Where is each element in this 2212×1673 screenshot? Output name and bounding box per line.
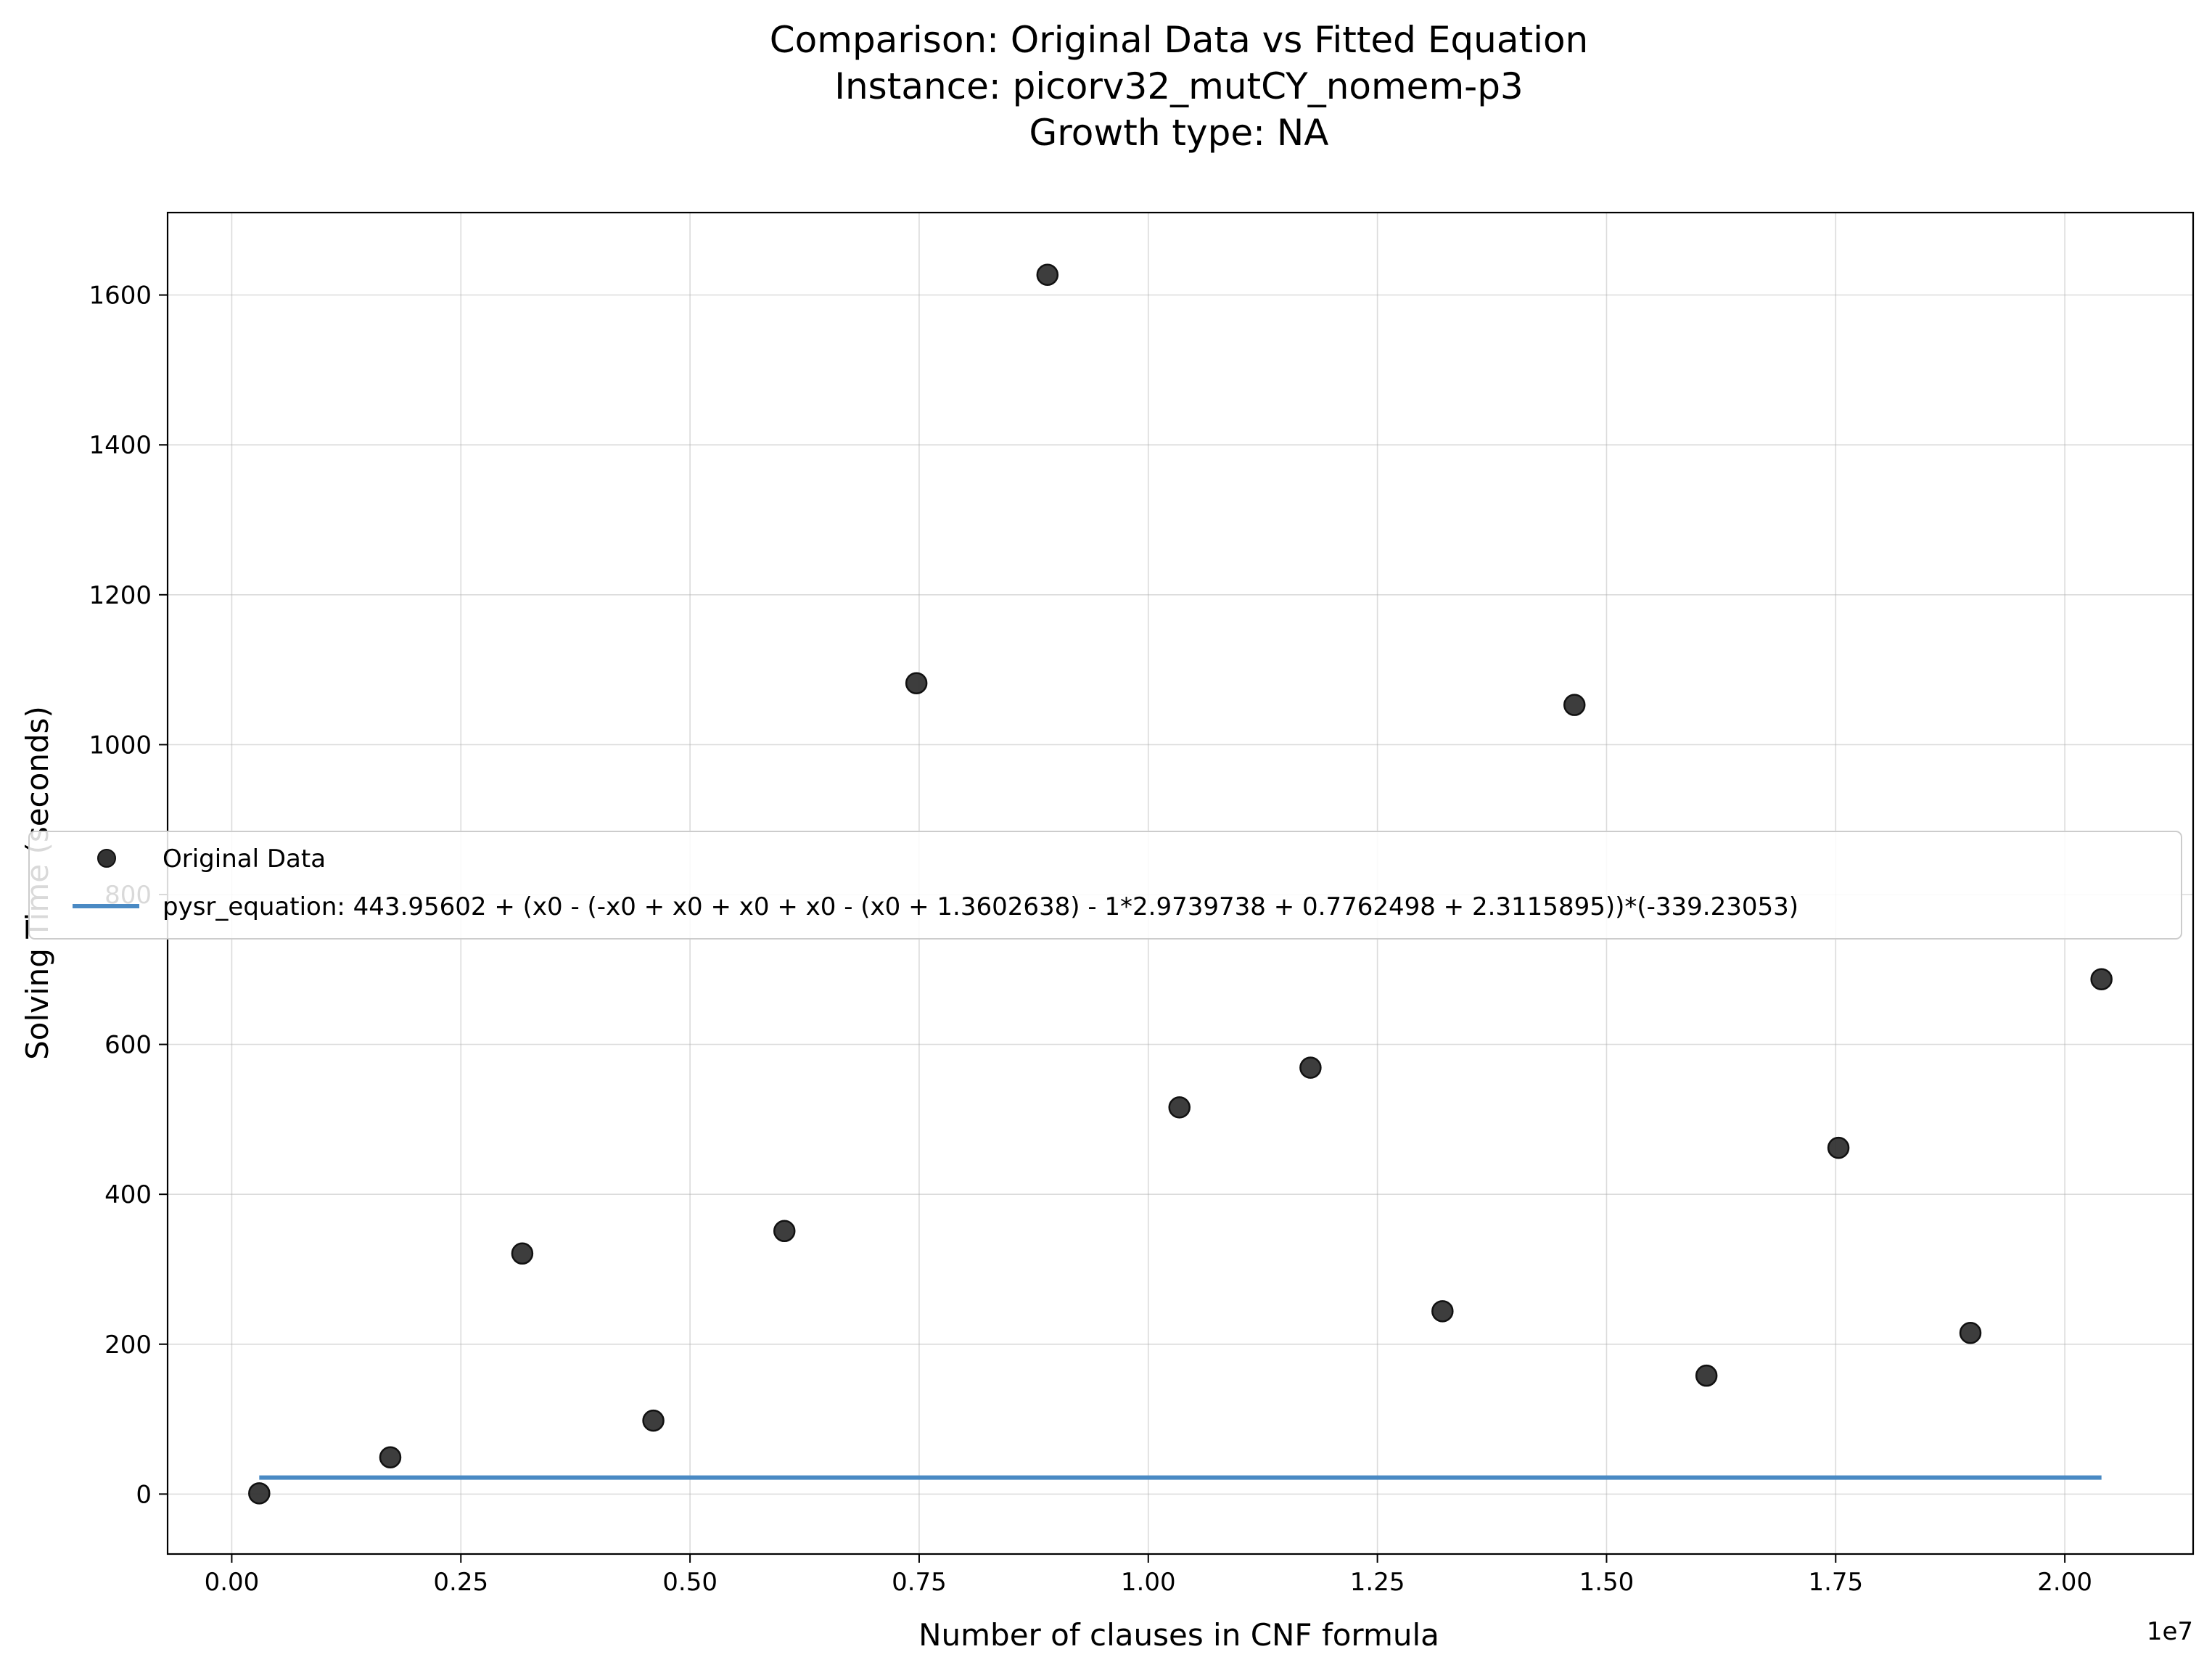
chart-title-line-3: Growth type: NA — [1029, 112, 1329, 154]
x-tick-label: 1.50 — [1579, 1568, 1635, 1597]
y-tick-label: 0 — [136, 1480, 152, 1509]
x-axis-ticks: 0.00 0.25 0.50 0.75 1.00 1.25 1.50 1.75 2.00 — [205, 1554, 2092, 1597]
y-tick-label: 1600 — [89, 281, 152, 311]
chart-title: Comparison: Original Data vs Fitted Equa… — [770, 19, 1589, 154]
x-tick-label: 1.00 — [1121, 1568, 1176, 1597]
data-point — [511, 1242, 534, 1265]
x-axis-label: Number of clauses in CNF formula — [918, 1617, 1439, 1653]
x-tick-label: 0.00 — [205, 1568, 260, 1597]
legend: Original Data pysr_equation: 443.95602 +… — [28, 831, 2182, 940]
legend-box — [28, 831, 2182, 940]
y-tick-label: 1400 — [89, 431, 152, 460]
x-tick-label: 2.00 — [2037, 1568, 2092, 1597]
y-tick-label: 1000 — [89, 731, 152, 760]
data-point — [1299, 1056, 1322, 1079]
y-tick-label: 400 — [104, 1180, 152, 1209]
x-tick-label: 0.25 — [433, 1568, 488, 1597]
chart-title-line-1: Comparison: Original Data vs Fitted Equa… — [770, 19, 1589, 61]
data-point — [1563, 694, 1586, 716]
data-point — [1431, 1300, 1454, 1323]
y-tick-label: 1200 — [89, 581, 152, 610]
y-tick-label: 200 — [104, 1331, 152, 1360]
x-tick-label: 1.75 — [1808, 1568, 1863, 1597]
x-tick-label: 1.25 — [1350, 1568, 1405, 1597]
data-point — [2090, 968, 2113, 990]
data-point — [642, 1409, 665, 1432]
plot-series — [248, 263, 2113, 1505]
data-point — [905, 672, 928, 694]
data-point — [1168, 1096, 1191, 1119]
legend-label-pysr-equation: pysr_equation: 443.95602 + (x0 - (-x0 + … — [163, 892, 1798, 921]
data-point — [379, 1446, 402, 1468]
legend-label-original-data: Original Data — [163, 844, 326, 874]
y-tick-label: 600 — [104, 1031, 152, 1060]
data-point — [1827, 1136, 1850, 1159]
x-tick-label: 0.75 — [892, 1568, 947, 1597]
y-axis-ticks: 02004006008001000120014001600 — [89, 281, 168, 1509]
data-point — [1959, 1322, 1982, 1344]
data-point — [773, 1220, 796, 1243]
x-axis-offset-label: 1e7 — [2147, 1617, 2193, 1646]
data-point — [248, 1482, 271, 1505]
chart-title-line-2: Instance: picorv32_mutCY_nomem-p3 — [834, 65, 1524, 107]
legend-marker-original-data — [97, 849, 116, 868]
data-point — [1036, 263, 1059, 286]
data-point — [1695, 1364, 1718, 1387]
x-tick-label: 0.50 — [662, 1568, 718, 1597]
